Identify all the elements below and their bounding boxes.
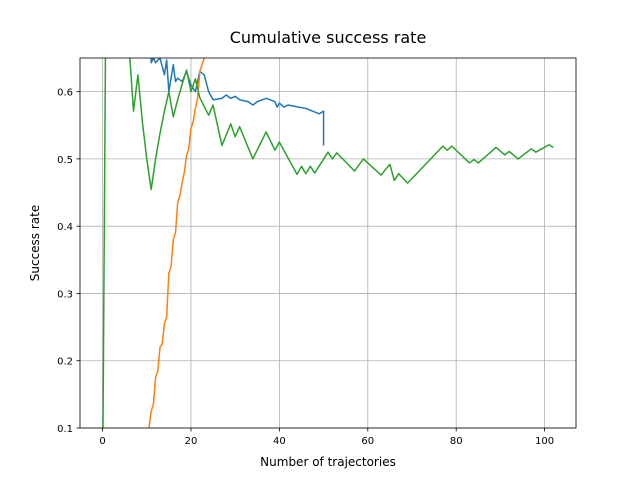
- y-tick-label: 0.2: [57, 357, 73, 368]
- x-tick-label: 20: [185, 436, 198, 447]
- series-line: [150, 58, 325, 146]
- x-tick-label: 40: [273, 436, 286, 447]
- x-axis-label: Number of trajectories: [260, 455, 396, 469]
- series-line: [148, 58, 206, 428]
- x-tick-label: 60: [361, 436, 374, 447]
- y-tick-label: 0.6: [57, 88, 73, 99]
- y-tick-label: 0.5: [57, 155, 73, 166]
- y-tick-label: 0.1: [57, 424, 73, 435]
- x-tick-label: 100: [535, 436, 554, 447]
- series-line: [102, 58, 554, 428]
- x-tick-label: 0: [99, 436, 105, 447]
- y-tick-label: 0.3: [57, 289, 73, 300]
- chart-title: Cumulative success rate: [230, 28, 427, 47]
- x-tick-label: 80: [450, 436, 463, 447]
- y-axis-label: Success rate: [28, 205, 42, 282]
- plot-frame: [79, 57, 577, 429]
- y-tick-label: 0.4: [57, 222, 73, 233]
